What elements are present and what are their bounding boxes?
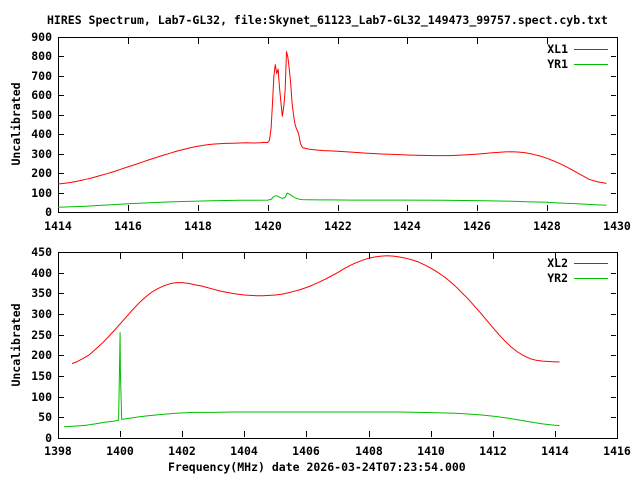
y-tick-label: 800 bbox=[31, 49, 52, 63]
x-tick-label: 1430 bbox=[603, 219, 631, 233]
legend-label-xl2: XL2 bbox=[547, 256, 568, 270]
y-tick-label: 450 bbox=[31, 245, 52, 259]
legend-label-yr1: YR1 bbox=[547, 57, 568, 71]
y-tick-label: 400 bbox=[31, 127, 52, 141]
x-tick-label: 1406 bbox=[292, 444, 320, 458]
y-tick-label: 400 bbox=[31, 266, 52, 280]
x-tick-label: 1422 bbox=[324, 219, 352, 233]
chart-title: HIRES Spectrum, Lab7-GL32, file:Skynet_6… bbox=[47, 13, 608, 27]
x-tick-label: 1424 bbox=[393, 219, 421, 233]
y-tick-label: 200 bbox=[31, 166, 52, 180]
x-tick-label: 1398 bbox=[44, 444, 72, 458]
x-tick-label: 1402 bbox=[168, 444, 196, 458]
series-line-xl2 bbox=[71, 255, 560, 365]
x-tick-label: 1412 bbox=[479, 444, 507, 458]
y-tick-label: 900 bbox=[31, 30, 52, 44]
x-tick-label: 1416 bbox=[603, 444, 631, 458]
series-line-yr1 bbox=[57, 192, 607, 208]
x-tick-label: 1408 bbox=[355, 444, 383, 458]
y-tick-label: 600 bbox=[31, 88, 52, 102]
x-tick-label: 1414 bbox=[44, 219, 72, 233]
series-line-xl1 bbox=[57, 51, 607, 185]
x-tick-label: 1404 bbox=[230, 444, 258, 458]
x-tick-label: 1418 bbox=[184, 219, 212, 233]
y-tick-label: 0 bbox=[45, 431, 52, 445]
series-line-yr2 bbox=[64, 332, 560, 428]
y-tick-label: 150 bbox=[31, 369, 52, 383]
x-tick-label: 1416 bbox=[114, 219, 142, 233]
y-tick-label: 100 bbox=[31, 390, 52, 404]
plot-border bbox=[58, 37, 618, 213]
y-tick-label: 250 bbox=[31, 328, 52, 342]
plot-border bbox=[58, 252, 618, 439]
y-tick-label: 350 bbox=[31, 286, 52, 300]
y-tick-label: 500 bbox=[31, 108, 52, 122]
x-tick-label: 1426 bbox=[463, 219, 491, 233]
y-tick-label: 0 bbox=[45, 205, 52, 219]
y-tick-label: 300 bbox=[31, 307, 52, 321]
legend-label-yr2: YR2 bbox=[547, 271, 568, 285]
y-tick-label: 100 bbox=[31, 186, 52, 200]
y-tick-label: 50 bbox=[38, 410, 52, 424]
y-tick-label: 300 bbox=[31, 147, 52, 161]
x-tick-label: 1400 bbox=[106, 444, 134, 458]
x-tick-label: 1420 bbox=[254, 219, 282, 233]
x-tick-label: 1414 bbox=[541, 444, 569, 458]
x-tick-label: 1428 bbox=[533, 219, 561, 233]
y-tick-label: 200 bbox=[31, 348, 52, 362]
y-tick-label: 700 bbox=[31, 69, 52, 83]
x-tick-label: 1410 bbox=[417, 444, 445, 458]
x-axis-label: Frequency(MHz) date 2026-03-24T07:23:54.… bbox=[168, 460, 466, 474]
legend-label-xl1: XL1 bbox=[547, 42, 568, 56]
